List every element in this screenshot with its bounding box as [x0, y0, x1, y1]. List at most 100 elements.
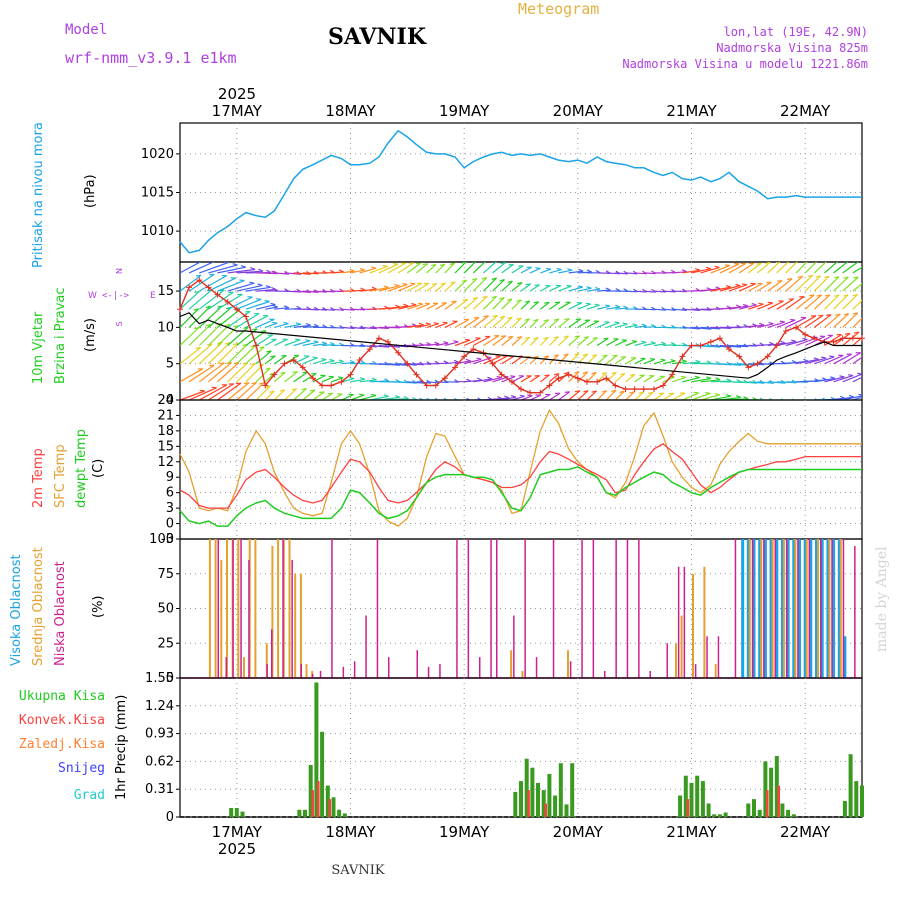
wind-arrow [748, 283, 763, 292]
wind-arrow [444, 341, 459, 347]
wind-arrow [539, 374, 550, 383]
wind-speed-marker [196, 277, 203, 284]
wind-arrow-head [615, 304, 621, 308]
wind-arrow-head [394, 283, 400, 287]
legend-snow: Snijeg [58, 761, 105, 776]
compass-e: E [150, 291, 156, 301]
wind-arrow [548, 336, 559, 346]
wind-arrow-head [217, 305, 223, 308]
station-title: SAVNIK [328, 24, 427, 50]
wind-arrow-head [612, 354, 618, 357]
wind-arrow [350, 394, 365, 400]
low-cloud-bar [282, 539, 284, 678]
wind-arrow [322, 290, 335, 293]
temp-ytick-label: 18 [157, 424, 174, 439]
wind-arrow-head [848, 394, 855, 398]
wind-arrow-head [266, 350, 272, 353]
wind-arrow-head [434, 341, 440, 345]
wind-arrow-head [431, 283, 437, 285]
wind-arrow-head [305, 339, 311, 342]
wind-arrow-head [574, 352, 580, 356]
wind-arrow [227, 326, 249, 346]
temp-ytick-label: -3 [161, 532, 174, 547]
wind-arrow [672, 271, 687, 274]
wind-arrow-head [292, 371, 298, 374]
low-cloud-bar [677, 566, 680, 678]
wind-arrow [312, 308, 327, 311]
wind-arrow-head [852, 312, 858, 315]
footer-station: SAVNIK [331, 863, 385, 878]
wind-arrow [188, 323, 212, 346]
wind-arrow-head [453, 340, 459, 343]
precip-panel: 0 0.31 0.62 0.93 1.24 1.55 [145, 671, 864, 825]
wind-arrow [180, 390, 205, 400]
wind-arrow [341, 361, 355, 365]
low-cloud-bar [217, 539, 219, 678]
conv-precip-bar [686, 799, 690, 817]
wind-arrow-head [564, 318, 570, 321]
total-precip-bar [308, 765, 313, 817]
wind-arrow [293, 324, 311, 328]
mid-cloud-bar [305, 664, 308, 678]
wind-arrow-head [777, 280, 783, 282]
wind-arrow-head [809, 294, 815, 297]
wind-arrow-head [751, 303, 757, 306]
wind-arrow [568, 390, 581, 400]
wind-arrow [492, 315, 506, 328]
wind-arrow-head [219, 362, 225, 365]
wind-arrow-head [516, 336, 522, 339]
wind-arrow [710, 286, 731, 292]
wind-arrow [520, 395, 533, 400]
wind-arrow-head [403, 303, 409, 307]
wind-arrow [208, 383, 235, 400]
wind-arrow [302, 272, 319, 275]
wind-arrow-head [272, 304, 278, 308]
low-cloud-bar [808, 539, 811, 678]
wind-arrow [180, 347, 202, 365]
wind-arrow [511, 299, 522, 310]
wind-arrow-head [591, 354, 597, 357]
wind-arrow [767, 381, 786, 384]
wind-arrow-head [843, 294, 849, 297]
low-cloud-bar [524, 539, 526, 678]
wind-arrow-head [830, 376, 836, 380]
wind-arrow [378, 344, 400, 348]
wind-arrow [596, 372, 608, 383]
wind-arrow-head [821, 356, 827, 359]
high-cloud-bar [775, 539, 779, 678]
wind-arrow [359, 379, 377, 383]
wind-arrow-head [756, 262, 762, 265]
total-precip-bar [769, 767, 774, 817]
wind-arrow-head [829, 355, 835, 358]
total-precip-bar [342, 813, 347, 817]
wind-arrow [198, 289, 225, 310]
wind-arrow [406, 262, 421, 274]
wind-arrow-head [383, 394, 389, 397]
low-cloud-bar [592, 539, 595, 678]
temp-ytick-label: 21 [157, 408, 174, 423]
wind-arrow-head [706, 376, 712, 380]
cloud-unit: (%) [91, 596, 106, 619]
mid-cloud-bar [288, 539, 291, 678]
wind-arrow [767, 262, 781, 274]
mid-cloud-bar [510, 650, 513, 678]
wind-arrow-head [797, 257, 802, 258]
wind-arrow [199, 275, 227, 292]
wind-arrow-head [714, 393, 720, 396]
wind-arrow-head [283, 321, 289, 325]
wind-arrow-head [265, 367, 271, 370]
wind-arrow [663, 344, 676, 347]
wind-speed-marker [555, 375, 562, 382]
wind-speed-marker [233, 306, 240, 313]
wind-arrow-head [670, 359, 676, 362]
wind-arrow-head [786, 259, 791, 260]
model-name: wrf-nmm_v3.9.1 e1km [65, 49, 237, 67]
low-cloud-bar [751, 539, 754, 678]
bottom-date-label: 21MAY [666, 823, 717, 841]
wind-arrow [682, 377, 700, 383]
wind-arrow [586, 288, 601, 292]
wind-arrow-head [422, 263, 428, 266]
wind-arrow-head [264, 299, 270, 303]
wind-arrow-head [431, 263, 437, 267]
wind-arrow-head [864, 278, 869, 279]
